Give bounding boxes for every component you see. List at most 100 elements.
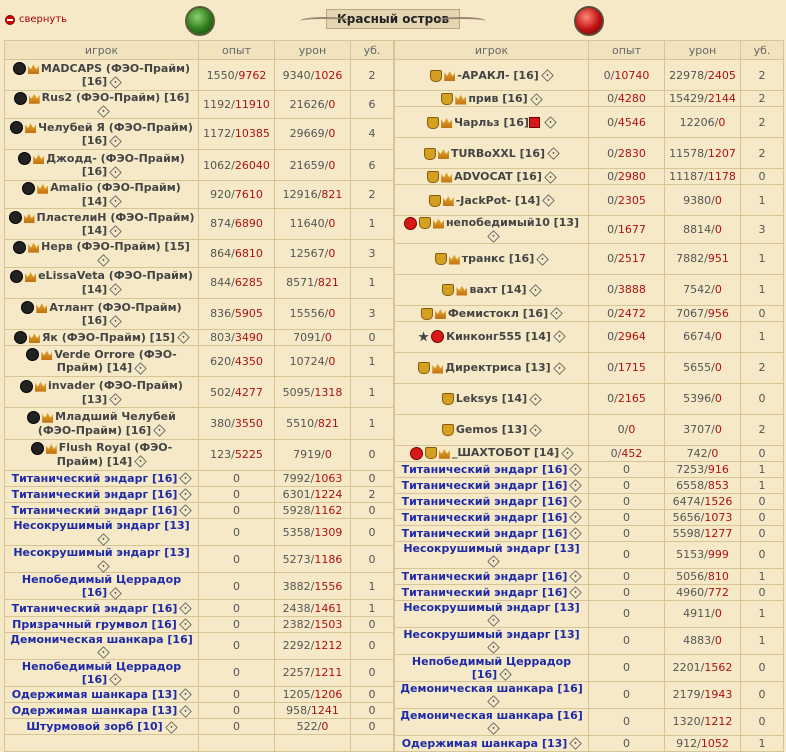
- monster-name[interactable]: Несокрушимый эндарг [13]: [403, 627, 580, 641]
- info-icon[interactable]: [109, 195, 122, 208]
- info-icon[interactable]: [541, 69, 554, 82]
- info-icon[interactable]: [179, 618, 192, 631]
- monster-name[interactable]: Титанический эндарг [16]: [401, 569, 568, 583]
- info-icon[interactable]: [544, 116, 557, 129]
- monster-name[interactable]: Непобедимый Церрадор [16]: [21, 573, 182, 600]
- info-icon[interactable]: [96, 254, 110, 267]
- player-name[interactable]: Джодд- (ФЭО-Прайм) [16]: [46, 151, 185, 179]
- monster-name[interactable]: Несокрушимый эндарг [13]: [13, 546, 190, 560]
- info-icon[interactable]: [529, 423, 542, 437]
- monster-name[interactable]: Штурмовой зорб [10]: [26, 720, 163, 734]
- info-icon[interactable]: [109, 224, 122, 238]
- info-icon[interactable]: [179, 472, 193, 486]
- monster-name[interactable]: Призрачный грумвол [16]: [12, 617, 177, 631]
- info-icon[interactable]: [569, 463, 583, 476]
- player-name[interactable]: Челубей Я (ФЭО-Прайм) [16]: [38, 120, 193, 148]
- info-icon[interactable]: [109, 166, 122, 179]
- info-icon[interactable]: [529, 392, 542, 406]
- info-icon[interactable]: [569, 527, 583, 540]
- monster-name[interactable]: Титанический эндарг [16]: [401, 478, 568, 492]
- monster-name[interactable]: Титанический эндарг [16]: [401, 462, 568, 476]
- info-icon[interactable]: [553, 330, 566, 343]
- monster-name[interactable]: Одержимая шанкара [13]: [11, 687, 178, 701]
- monster-name[interactable]: Несокрушимый эндарг [13]: [403, 600, 580, 614]
- player-name[interactable]: Чарльз [16]: [454, 115, 529, 129]
- player-name[interactable]: Gemos [13]: [455, 423, 528, 436]
- info-icon[interactable]: [569, 511, 583, 524]
- monster-name[interactable]: Демоническая шанкара [16]: [400, 708, 583, 722]
- monster-name[interactable]: Демоническая шанкара [16]: [10, 632, 193, 646]
- info-icon[interactable]: [109, 76, 122, 89]
- info-icon[interactable]: [109, 134, 122, 148]
- info-icon[interactable]: [536, 252, 549, 266]
- info-icon[interactable]: [569, 737, 583, 750]
- player-name[interactable]: транкс [16]: [461, 252, 535, 265]
- player-name[interactable]: invader (ФЭО-Прайм) [13]: [48, 379, 183, 406]
- info-icon[interactable]: [569, 586, 583, 599]
- player-name[interactable]: MADCAPS (ФЭО-Прайм) [16]: [40, 61, 191, 89]
- monster-name[interactable]: Титанический эндарг [16]: [11, 487, 178, 501]
- info-icon[interactable]: [544, 170, 557, 184]
- monster-name[interactable]: Титанический эндарг [16]: [11, 503, 178, 517]
- monster-name[interactable]: Демоническая шанкара [16]: [400, 681, 583, 695]
- player-name[interactable]: Кинконг555 [14]: [446, 329, 551, 343]
- info-icon[interactable]: [179, 602, 193, 615]
- monster-name[interactable]: Титанический эндарг [16]: [401, 526, 568, 540]
- collapse-button[interactable]: свернуть: [5, 14, 67, 25]
- monster-name[interactable]: Титанический эндарг [16]: [401, 494, 568, 508]
- info-icon[interactable]: [109, 673, 122, 687]
- monster-name[interactable]: Непобедимый Церрадор [16]: [21, 659, 182, 686]
- info-icon[interactable]: [486, 230, 500, 243]
- info-icon[interactable]: [486, 555, 500, 568]
- info-icon[interactable]: [96, 532, 110, 546]
- info-icon[interactable]: [134, 455, 147, 469]
- info-icon[interactable]: [109, 393, 122, 406]
- info-icon[interactable]: [486, 614, 500, 627]
- player-name[interactable]: Як (ФЭО-Прайм) [15]: [41, 330, 176, 344]
- info-icon[interactable]: [529, 92, 543, 106]
- player-name[interactable]: TURBoXXL [16]: [450, 146, 545, 160]
- info-icon[interactable]: [569, 495, 583, 508]
- info-icon[interactable]: [179, 504, 193, 518]
- info-icon[interactable]: [153, 424, 166, 437]
- info-icon[interactable]: [109, 587, 122, 600]
- info-icon[interactable]: [96, 646, 110, 659]
- player-name[interactable]: Leksys [14]: [455, 392, 528, 405]
- info-icon[interactable]: [134, 362, 147, 375]
- info-icon[interactable]: [96, 560, 110, 573]
- monster-name[interactable]: Титанический эндарг [16]: [401, 510, 568, 524]
- info-icon[interactable]: [177, 331, 190, 345]
- monster-name[interactable]: Титанический эндарг [16]: [11, 471, 178, 485]
- monster-name[interactable]: Несокрушимый эндарг [13]: [403, 541, 580, 555]
- info-icon[interactable]: [499, 668, 512, 681]
- monster-name[interactable]: Титанический эндарг [16]: [401, 585, 568, 599]
- monster-name[interactable]: Непобедимый Церрадор [16]: [411, 654, 572, 681]
- info-icon[interactable]: [109, 314, 122, 328]
- player-name[interactable]: Директриса [13]: [445, 361, 551, 374]
- info-icon[interactable]: [179, 488, 193, 502]
- info-icon[interactable]: [96, 105, 110, 118]
- player-name[interactable]: ADVOCAT [16]: [454, 170, 542, 183]
- player-name[interactable]: Verde Orrore (ФЭО-Прайм) [14]: [54, 347, 177, 375]
- monster-name[interactable]: Одержимая шанкара [13]: [11, 704, 178, 718]
- player-name[interactable]: _ШАХТОБОТ [14]: [451, 446, 560, 460]
- player-name[interactable]: непобедимый10 [13]: [445, 216, 580, 229]
- info-icon[interactable]: [569, 570, 583, 583]
- player-name[interactable]: вахт [14]: [469, 283, 527, 296]
- info-icon[interactable]: [179, 704, 193, 718]
- player-name[interactable]: -АРАКЛ- [16]: [457, 68, 539, 82]
- player-name[interactable]: eLissaVeta (ФЭО-Прайм) [14]: [38, 269, 193, 296]
- player-name[interactable]: ПластелиН (ФЭО-Прайм) [14]: [36, 210, 195, 238]
- info-icon[interactable]: [164, 720, 178, 734]
- player-name[interactable]: Младший Челубей (ФЭО-Прайм) [16]: [37, 410, 176, 437]
- info-icon[interactable]: [486, 641, 500, 654]
- info-icon[interactable]: [179, 688, 193, 702]
- info-icon[interactable]: [569, 479, 583, 492]
- info-icon[interactable]: [542, 194, 556, 207]
- player-name[interactable]: Rus2 (ФЭО-Прайм) [16]: [41, 91, 190, 105]
- monster-name[interactable]: Одержимая шанкара [13]: [401, 736, 568, 750]
- info-icon[interactable]: [109, 283, 122, 297]
- player-name[interactable]: Фемистокл [16]: [447, 306, 549, 320]
- info-icon[interactable]: [552, 361, 566, 375]
- info-icon[interactable]: [561, 447, 574, 460]
